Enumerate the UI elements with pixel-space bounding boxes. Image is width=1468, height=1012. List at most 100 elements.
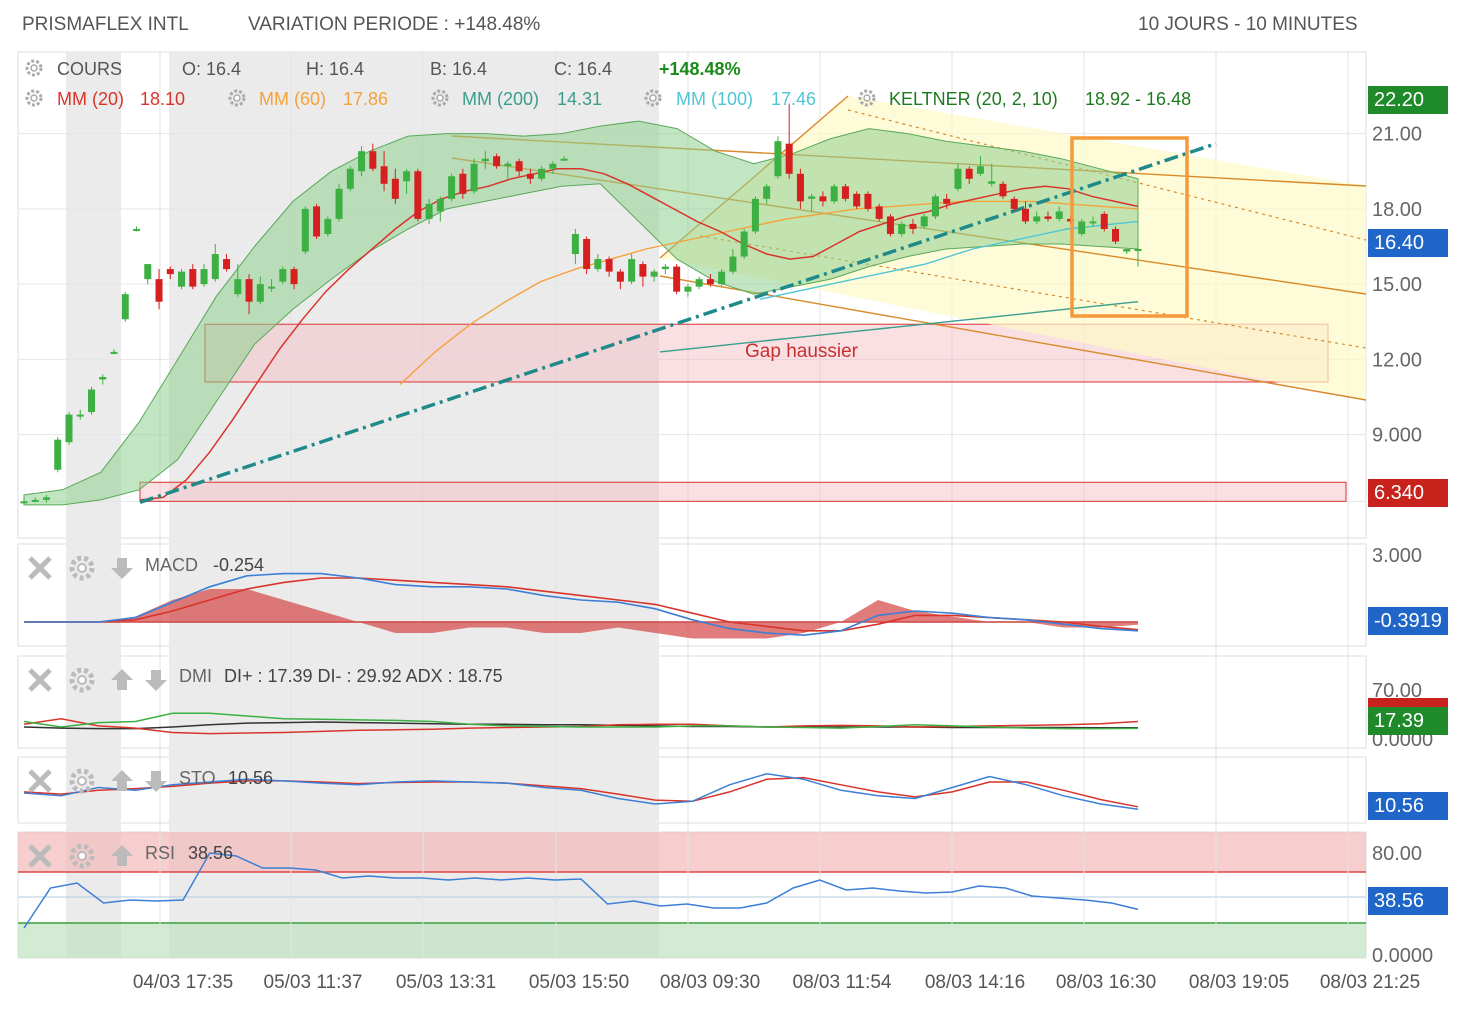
cours-gear-icon[interactable] xyxy=(25,59,43,77)
candle-55[interactable] xyxy=(639,261,647,287)
candle-54[interactable] xyxy=(628,254,636,285)
candle-31[interactable] xyxy=(369,143,377,172)
candle-18[interactable] xyxy=(223,254,231,272)
candle-24[interactable] xyxy=(290,266,298,290)
candle-94[interactable] xyxy=(1078,218,1086,237)
ma60-gear-icon[interactable] xyxy=(228,89,246,107)
rsi-gear-icon[interactable] xyxy=(69,843,95,869)
candle-95[interactable] xyxy=(1089,216,1097,227)
candle-28[interactable] xyxy=(335,183,343,222)
candle-56[interactable] xyxy=(650,269,658,282)
candle-27[interactable] xyxy=(324,216,332,237)
candle-14[interactable] xyxy=(178,269,186,290)
candle-23[interactable] xyxy=(279,266,287,285)
candle-96[interactable] xyxy=(1100,211,1108,232)
candle-57[interactable] xyxy=(661,264,669,275)
candle-40[interactable] xyxy=(470,158,478,194)
candle-37[interactable] xyxy=(436,196,444,222)
candle-59[interactable] xyxy=(684,284,692,297)
candle-4[interactable] xyxy=(65,412,73,445)
candle-73[interactable] xyxy=(841,183,849,202)
candle-76[interactable] xyxy=(875,203,883,222)
ma100-gear-icon[interactable] xyxy=(644,89,662,107)
candle-32[interactable] xyxy=(380,151,388,192)
candle-1[interactable] xyxy=(31,497,39,503)
candle-22[interactable] xyxy=(268,279,276,292)
candle-19[interactable] xyxy=(234,264,242,297)
dmi-up-arrow-icon[interactable] xyxy=(111,669,133,690)
candle-11[interactable] xyxy=(144,264,152,285)
candle-5[interactable] xyxy=(76,409,84,420)
candle-20[interactable] xyxy=(245,274,253,315)
candle-33[interactable] xyxy=(391,168,399,204)
candle-38[interactable] xyxy=(448,173,456,202)
candle-8[interactable] xyxy=(110,349,118,355)
candle-52[interactable] xyxy=(605,256,613,277)
candle-43[interactable] xyxy=(504,161,512,179)
candle-29[interactable] xyxy=(346,166,354,192)
candle-36[interactable] xyxy=(425,198,433,224)
candle-17[interactable] xyxy=(211,244,219,282)
candle-47[interactable] xyxy=(549,161,557,174)
candle-62[interactable] xyxy=(718,269,726,287)
candle-16[interactable] xyxy=(200,264,208,287)
candle-6[interactable] xyxy=(88,386,96,415)
candle-61[interactable] xyxy=(706,274,714,287)
ma20-gear-icon[interactable] xyxy=(25,89,43,107)
candle-58[interactable] xyxy=(673,264,681,295)
candle-92[interactable] xyxy=(1055,206,1063,222)
candle-51[interactable] xyxy=(594,254,602,272)
candle-26[interactable] xyxy=(313,203,321,239)
dmi-down-arrow-icon[interactable] xyxy=(145,670,167,691)
candle-12[interactable] xyxy=(155,269,163,310)
macd-close-icon[interactable] xyxy=(28,556,52,580)
candle-50[interactable] xyxy=(583,236,591,275)
candle-49[interactable] xyxy=(571,228,579,265)
candle-69[interactable] xyxy=(796,168,804,209)
candle-0[interactable] xyxy=(20,497,28,505)
candle-80[interactable] xyxy=(920,213,928,229)
ma200-gear-icon[interactable] xyxy=(431,89,449,107)
candle-81[interactable] xyxy=(931,193,939,219)
candle-48[interactable] xyxy=(560,156,568,161)
candle-87[interactable] xyxy=(999,181,1007,199)
candle-21[interactable] xyxy=(256,276,264,305)
candle-39[interactable] xyxy=(459,168,467,199)
sto-up-arrow-icon[interactable] xyxy=(111,770,133,791)
candle-72[interactable] xyxy=(830,183,838,204)
candle-65[interactable] xyxy=(751,196,759,234)
sto-gear-icon[interactable] xyxy=(69,768,95,794)
dmi-gear-icon[interactable] xyxy=(69,667,95,693)
candle-15[interactable] xyxy=(189,264,197,290)
candle-46[interactable] xyxy=(538,166,546,182)
candle-89[interactable] xyxy=(1021,201,1029,224)
candle-25[interactable] xyxy=(301,206,309,255)
candle-90[interactable] xyxy=(1033,211,1041,224)
selection-box[interactable] xyxy=(1070,136,1189,318)
candle-82[interactable] xyxy=(943,193,951,209)
candle-70[interactable] xyxy=(808,193,816,212)
candle-35[interactable] xyxy=(414,168,422,222)
keltner-gear-icon[interactable] xyxy=(858,89,876,107)
period-selector[interactable]: 10 JOURS - 10 MINUTES xyxy=(1138,14,1358,35)
candle-10[interactable] xyxy=(133,226,141,232)
candle-64[interactable] xyxy=(740,228,748,260)
candle-71[interactable] xyxy=(819,191,827,207)
macd-gear-icon[interactable] xyxy=(69,555,95,581)
candle-34[interactable] xyxy=(403,168,411,194)
macd-down-arrow-icon[interactable] xyxy=(111,558,133,579)
candle-68[interactable] xyxy=(785,103,793,179)
candle-83[interactable] xyxy=(954,163,962,192)
candle-88[interactable] xyxy=(1010,196,1018,212)
candle-91[interactable] xyxy=(1044,211,1052,222)
candle-13[interactable] xyxy=(166,266,174,280)
candle-2[interactable] xyxy=(43,494,51,503)
candle-42[interactable] xyxy=(493,153,501,169)
candle-66[interactable] xyxy=(763,183,771,204)
candle-41[interactable] xyxy=(481,151,489,169)
rsi-close-icon[interactable] xyxy=(28,844,52,868)
candle-67[interactable] xyxy=(774,136,782,179)
candle-77[interactable] xyxy=(886,213,894,237)
candle-44[interactable] xyxy=(515,158,523,177)
